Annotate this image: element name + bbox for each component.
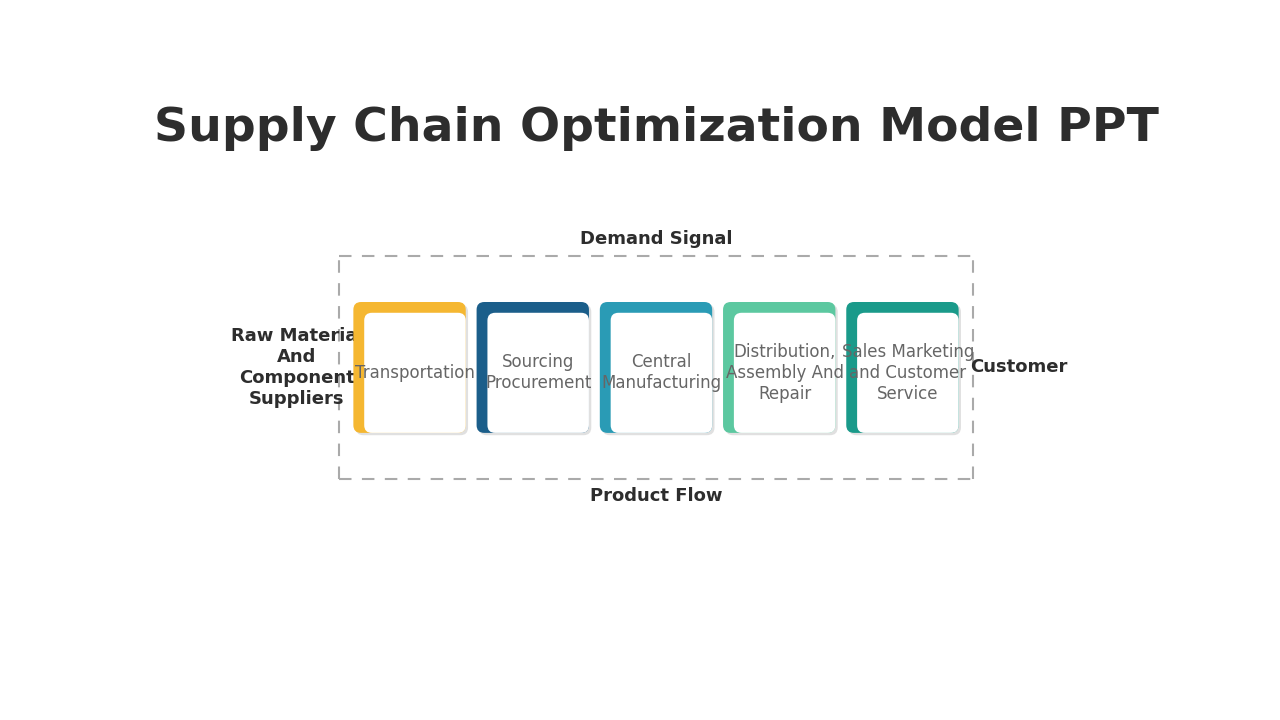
FancyBboxPatch shape [479,305,591,435]
FancyBboxPatch shape [733,312,836,433]
Text: Sales Marketing
and Customer
Service: Sales Marketing and Customer Service [842,343,974,402]
Text: Customer: Customer [970,359,1068,377]
FancyBboxPatch shape [858,312,959,433]
Text: Sourcing
Procurement: Sourcing Procurement [485,354,591,392]
FancyBboxPatch shape [356,305,468,435]
Text: Raw Material
And
Component
Suppliers: Raw Material And Component Suppliers [230,328,364,408]
FancyBboxPatch shape [353,302,466,433]
FancyBboxPatch shape [849,305,961,435]
Text: Transportation: Transportation [355,364,475,382]
FancyBboxPatch shape [365,312,466,433]
FancyBboxPatch shape [611,312,712,433]
Text: Product Flow: Product Flow [590,487,722,505]
Text: Supply Chain Optimization Model PPT: Supply Chain Optimization Model PPT [154,107,1158,151]
FancyBboxPatch shape [846,302,959,433]
FancyBboxPatch shape [723,302,836,433]
FancyBboxPatch shape [488,312,589,433]
Text: Demand Signal: Demand Signal [580,230,732,248]
FancyBboxPatch shape [602,305,714,435]
FancyBboxPatch shape [600,302,712,433]
Text: Central
Manufacturing: Central Manufacturing [602,354,722,392]
FancyBboxPatch shape [476,302,589,433]
Text: Distribution,
Assembly And
Repair: Distribution, Assembly And Repair [726,343,844,402]
FancyBboxPatch shape [726,305,837,435]
